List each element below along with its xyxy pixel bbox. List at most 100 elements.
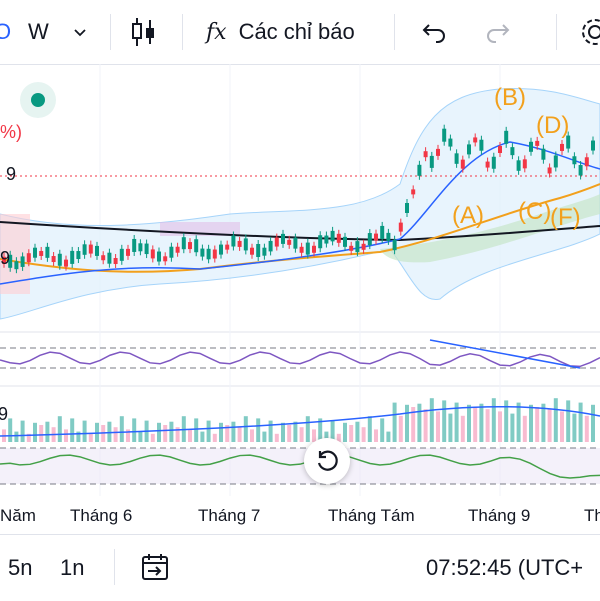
chart-area[interactable] — [0, 64, 600, 496]
volume-level-label: 9 — [0, 404, 9, 424]
candle-body — [479, 139, 484, 151]
volume-bar — [343, 422, 347, 442]
candle-body — [132, 238, 137, 252]
candle-body — [324, 235, 329, 244]
interval-button[interactable]: W — [28, 14, 49, 50]
candle-body — [144, 243, 149, 255]
volume-bar — [591, 404, 595, 442]
bottom-divider — [114, 549, 115, 585]
candle-body — [374, 233, 378, 241]
candle-body — [268, 240, 273, 252]
volume-bar — [194, 418, 199, 442]
settings-gear-icon[interactable] — [578, 14, 600, 50]
volume-bar — [57, 416, 62, 442]
wave-label-f: (F) — [550, 204, 581, 231]
candle-body — [163, 256, 168, 262]
volume-bar — [33, 422, 37, 442]
oscillator-band — [0, 448, 600, 484]
interval-label: W — [28, 19, 49, 44]
range-1n-button[interactable]: 1n — [60, 555, 85, 580]
wave-label-d: (D) — [536, 112, 570, 139]
chevron-down-icon[interactable] — [72, 14, 88, 50]
candle-body — [423, 151, 428, 158]
oscillator-line — [0, 454, 600, 479]
volume-bar — [417, 403, 422, 442]
volume-bar — [20, 420, 25, 442]
candle-body — [429, 155, 434, 168]
volume-bar — [188, 429, 192, 442]
volume-bar — [491, 398, 496, 442]
status-dot-button[interactable] — [20, 82, 56, 118]
volume-bar — [547, 409, 552, 442]
candle-body — [45, 246, 50, 258]
volume-bar — [150, 433, 155, 442]
candle-body — [250, 247, 254, 255]
candle-body — [448, 138, 453, 147]
xaxis-label: Th — [584, 506, 600, 525]
candle-body — [299, 246, 304, 253]
indicators-button[interactable]: fx Các chỉ báo — [206, 14, 355, 50]
candle-body — [454, 153, 459, 164]
toolbar-divider — [556, 14, 557, 50]
candle-body — [101, 255, 106, 261]
volume-bar — [318, 418, 323, 442]
reset-chart-button[interactable] — [304, 438, 350, 484]
candle-body — [473, 137, 478, 143]
volume-bar — [566, 400, 571, 442]
candle-body — [57, 253, 62, 266]
volume-bar — [386, 431, 391, 442]
candle-body — [442, 128, 447, 142]
bottom-toolbar: 5n 1n 07:52:45 (UTC+ — [0, 534, 600, 601]
candle-body — [591, 140, 595, 151]
volume-bar — [504, 400, 509, 442]
wave-label-b: (B) — [494, 84, 526, 111]
compare-icon[interactable]: O — [0, 14, 11, 50]
redo-icon[interactable] — [484, 14, 512, 50]
volume-bar — [268, 420, 273, 442]
volume-bar — [157, 422, 161, 442]
candle-body — [336, 233, 341, 243]
moving-average-blue — [0, 141, 600, 285]
candlestick-icon[interactable] — [130, 14, 158, 50]
percent-label: %) — [0, 122, 22, 142]
volume-bar — [76, 431, 81, 442]
volume-bar — [355, 421, 360, 442]
time-axis: Năm Tháng 6 Tháng 7 Tháng Tám Tháng 9 Th — [0, 496, 600, 534]
wave-label-c: (C) — [518, 198, 552, 225]
xaxis-label: Tháng Tám — [328, 506, 415, 525]
volume-bar — [119, 416, 124, 442]
candle-body — [64, 259, 68, 267]
volume-bar — [219, 422, 223, 442]
candle-body — [51, 256, 56, 263]
candle-body — [126, 248, 130, 256]
price-chart[interactable] — [0, 64, 600, 496]
volume-bar — [8, 418, 13, 442]
candle-body — [535, 140, 540, 146]
clock-timezone[interactable]: 07:52:45 (UTC+ — [426, 555, 584, 580]
candle-body — [349, 245, 354, 251]
range-5n-button[interactable]: 5n — [8, 555, 33, 580]
volume-bar — [442, 400, 447, 442]
calendar-goto-icon[interactable] — [140, 553, 170, 587]
volume-bar — [305, 416, 310, 442]
candle-body — [8, 254, 13, 268]
candle-body — [578, 165, 583, 176]
candle-body — [274, 237, 279, 247]
volume-bar — [405, 404, 409, 442]
candle-body — [225, 244, 230, 250]
volume-bar — [361, 427, 366, 442]
candle-body — [219, 244, 223, 255]
candle-body — [26, 253, 31, 263]
volume-ma — [0, 405, 600, 437]
candle-body — [485, 161, 490, 168]
candle-body — [405, 203, 409, 213]
undo-icon[interactable] — [420, 14, 448, 50]
compare-glyph: O — [0, 19, 12, 44]
candle-body — [212, 249, 217, 259]
volume-bar — [541, 403, 546, 442]
candle-body — [516, 160, 521, 171]
candle-body — [343, 236, 347, 247]
candle-body — [566, 135, 571, 149]
candle-body — [312, 245, 316, 253]
candle-body — [398, 222, 403, 232]
